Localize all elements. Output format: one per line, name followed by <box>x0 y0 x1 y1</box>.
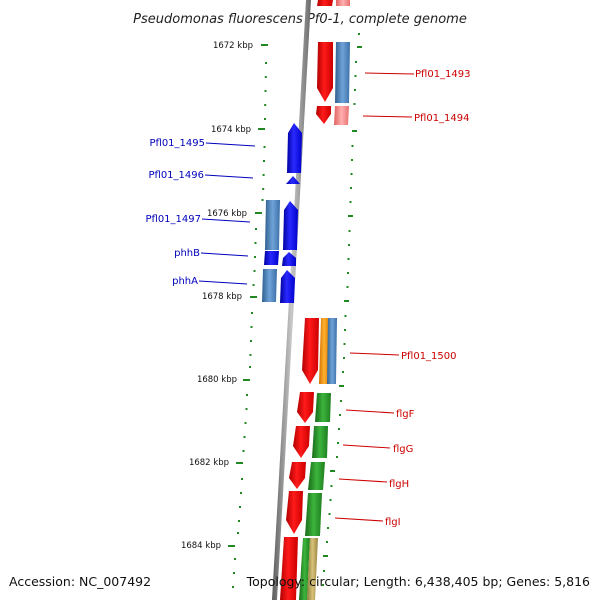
left-strand-genes <box>262 123 302 303</box>
gene-arrow <box>283 201 298 250</box>
tick-label: 1676 kbp <box>207 209 247 219</box>
leader-line <box>345 409 395 414</box>
gene-arrow <box>315 393 331 422</box>
leader-line <box>338 478 388 483</box>
leader-line <box>201 218 251 223</box>
scale-ticks: 1672 kbp 1674 kbp 1676 kbp 1678 kbp 1680… <box>181 41 268 551</box>
gene-label-pfl01-1495[interactable]: Pfl01_1495 <box>149 138 205 149</box>
gene-arrow <box>264 251 279 265</box>
leader-line <box>342 444 391 449</box>
leader-line <box>334 517 384 522</box>
gene-label-phhb[interactable]: phhB <box>174 248 200 259</box>
gene-label-flgi[interactable]: flgI <box>385 517 401 528</box>
gene-label-pfl01-1494[interactable]: Pfl01_1494 <box>414 113 470 124</box>
gene-arrow <box>327 318 337 384</box>
tick-label: 1678 kbp <box>202 292 242 302</box>
right-tick-track <box>322 33 362 586</box>
tick-label: 1684 kbp <box>181 541 221 551</box>
gene-label-pfl01-1493[interactable]: Pfl01_1493 <box>415 69 471 80</box>
gene-arrow <box>299 538 310 600</box>
gene-arrow <box>282 252 296 266</box>
leader-line <box>198 280 248 285</box>
right-gene-labels: Pfl01_1493 Pfl01_1494 Pfl01_1500 flgF fl… <box>334 69 471 528</box>
leader-line <box>362 115 413 118</box>
left-tick-track <box>232 62 267 588</box>
gene-arrow <box>308 462 325 490</box>
gene-arrow <box>312 426 328 458</box>
gene-arrow <box>280 537 298 600</box>
gene-arrow <box>317 42 333 102</box>
gene-arrow <box>334 106 349 125</box>
gene-label-pfl01-1497[interactable]: Pfl01_1497 <box>145 214 201 225</box>
gene-arrow <box>317 0 333 6</box>
gene-arrow <box>262 269 277 302</box>
accession-text: Accession: NC_007492 <box>9 574 151 589</box>
gene-arrow <box>305 493 322 536</box>
gene-arrow <box>286 176 300 184</box>
gene-arrow <box>289 462 306 489</box>
tick-label: 1682 kbp <box>189 458 229 468</box>
gene-arrow <box>293 426 310 458</box>
tick-label: 1674 kbp <box>211 125 251 135</box>
topology-text: Topology: circular; Length: 6,438,405 bp… <box>246 574 590 589</box>
tick-label: 1672 kbp <box>213 41 253 51</box>
gene-arrow <box>286 491 303 534</box>
leader-line <box>204 174 254 179</box>
left-gene-labels: Pfl01_1495 Pfl01_1496 Pfl01_1497 phhB ph… <box>145 138 256 287</box>
gene-label-phha[interactable]: phhA <box>172 276 198 287</box>
gene-arrow <box>335 42 350 103</box>
map-title: Pseudomonas fluorescens Pf0-1, complete … <box>133 12 467 27</box>
gene-arrow <box>319 318 329 384</box>
gene-arrow <box>336 0 350 6</box>
gene-label-flgh[interactable]: flgH <box>389 479 409 490</box>
gene-arrow <box>297 392 314 423</box>
gene-label-flgg[interactable]: flgG <box>393 444 413 455</box>
right-strand-genes <box>280 0 350 600</box>
gene-arrow <box>316 106 331 124</box>
gene-arrow <box>280 270 295 303</box>
gene-arrow <box>307 538 318 600</box>
gene-label-flgf[interactable]: flgF <box>396 409 415 420</box>
leader-line <box>200 252 249 257</box>
gene-arrow <box>287 123 302 173</box>
gene-arrow <box>302 318 319 384</box>
leader-line <box>205 142 256 147</box>
gene-label-pfl01-1500[interactable]: Pfl01_1500 <box>401 351 457 362</box>
leader-line <box>364 72 415 75</box>
tick-label: 1680 kbp <box>197 375 237 385</box>
leader-line <box>349 352 400 356</box>
gene-label-pfl01-1496[interactable]: Pfl01_1496 <box>148 170 204 181</box>
gene-arrow <box>265 200 280 250</box>
